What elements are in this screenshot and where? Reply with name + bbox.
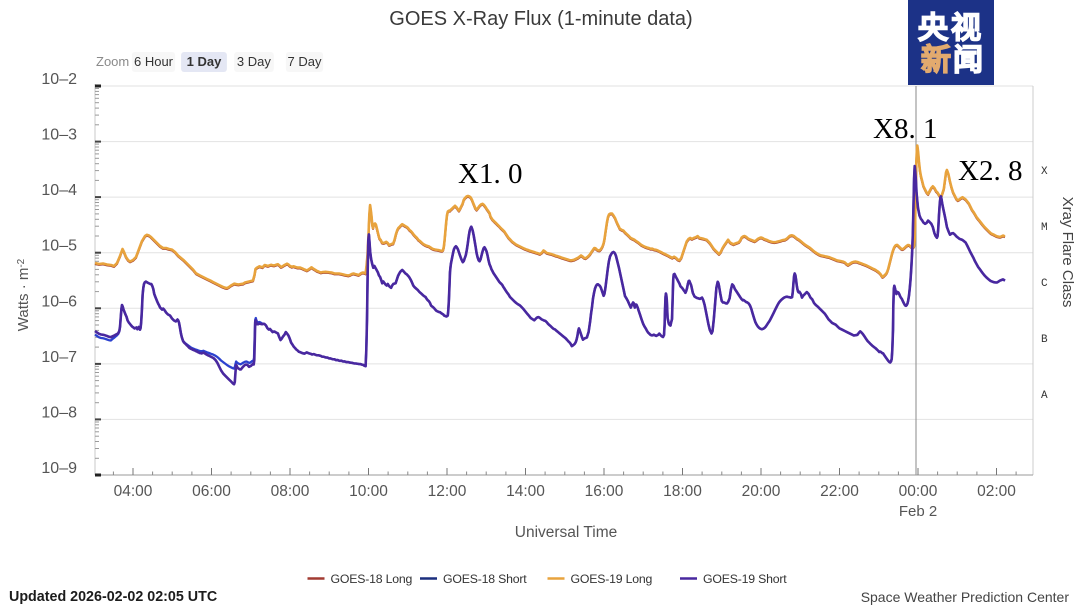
- svg-text:00:00: 00:00: [899, 483, 938, 500]
- svg-text:12:00: 12:00: [428, 483, 467, 500]
- svg-text:Xray Flare Class: Xray Flare Class: [1059, 197, 1076, 308]
- svg-text:10:00: 10:00: [349, 483, 388, 500]
- svg-text:GOES-18 Short: GOES-18 Short: [443, 572, 527, 586]
- svg-text:央视: 央视: [918, 12, 984, 45]
- svg-text:Feb 2: Feb 2: [899, 503, 937, 520]
- svg-text:闻: 闻: [953, 44, 983, 77]
- svg-text:3 Day: 3 Day: [237, 54, 271, 69]
- svg-text:7 Day: 7 Day: [288, 54, 322, 69]
- svg-text:10–7: 10–7: [41, 349, 77, 366]
- svg-text:GOES-18 Long: GOES-18 Long: [331, 572, 413, 586]
- svg-text:A: A: [1041, 390, 1048, 402]
- svg-text:X2. 8: X2. 8: [958, 155, 1022, 187]
- svg-text:X1. 0: X1. 0: [458, 158, 522, 190]
- svg-text:B: B: [1041, 334, 1048, 346]
- svg-text:X8. 1: X8. 1: [873, 113, 937, 145]
- svg-text:10–2: 10–2: [41, 71, 77, 88]
- svg-text:06:00: 06:00: [192, 483, 231, 500]
- svg-text:08:00: 08:00: [271, 483, 310, 500]
- svg-text:Space Weather Prediction Cente: Space Weather Prediction Center: [861, 589, 1070, 605]
- svg-text:10–8: 10–8: [41, 404, 77, 421]
- svg-text:10–9: 10–9: [41, 460, 77, 477]
- svg-text:10–3: 10–3: [41, 127, 77, 144]
- svg-text:04:00: 04:00: [114, 483, 153, 500]
- svg-text:GOES-19 Long: GOES-19 Long: [571, 572, 653, 586]
- svg-text:Updated 2026-02-02 02:05 UTC: Updated 2026-02-02 02:05 UTC: [9, 589, 217, 605]
- svg-text:Zoom: Zoom: [96, 54, 129, 69]
- svg-text:Universal Time: Universal Time: [515, 524, 618, 541]
- svg-text:M: M: [1041, 222, 1048, 234]
- svg-text:C: C: [1041, 278, 1048, 290]
- svg-text:10–6: 10–6: [41, 293, 77, 310]
- svg-text:GOES-19 Short: GOES-19 Short: [703, 572, 787, 586]
- svg-text:20:00: 20:00: [742, 483, 781, 500]
- svg-text:10–4: 10–4: [41, 182, 77, 199]
- svg-text:X: X: [1041, 166, 1048, 178]
- svg-text:GOES X-Ray Flux (1-minute data: GOES X-Ray Flux (1-minute data): [389, 8, 692, 30]
- svg-text:10–5: 10–5: [41, 238, 77, 255]
- svg-text:16:00: 16:00: [585, 483, 624, 500]
- svg-text:6 Hour: 6 Hour: [134, 54, 174, 69]
- svg-text:02:00: 02:00: [977, 483, 1016, 500]
- svg-text:14:00: 14:00: [506, 483, 545, 500]
- svg-text:22:00: 22:00: [820, 483, 859, 500]
- svg-text:新: 新: [921, 44, 951, 77]
- svg-text:18:00: 18:00: [663, 483, 702, 500]
- svg-text:Watts · m-2: Watts · m-2: [15, 258, 32, 331]
- svg-text:1 Day: 1 Day: [187, 54, 222, 69]
